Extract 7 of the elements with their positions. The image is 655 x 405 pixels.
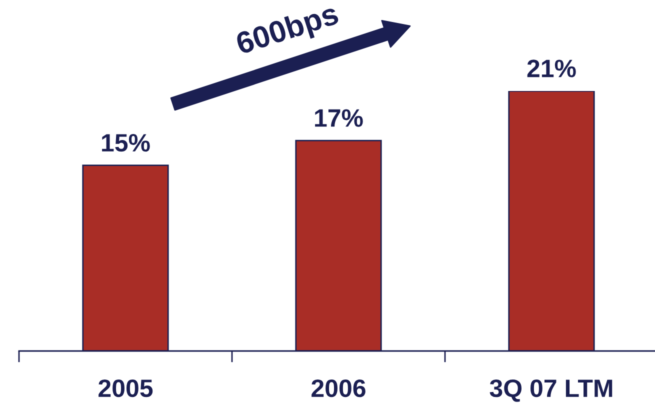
x-tick-label: 3Q 07 LTM [490,379,612,402]
data-label: 15% [102,134,150,152]
text: 600bps [234,2,342,60]
x-tick-label: 2006 [312,379,366,398]
data-label: 17% [315,109,363,127]
data-label: 21% [527,60,576,78]
x-tick-label: 2005 [98,379,153,398]
